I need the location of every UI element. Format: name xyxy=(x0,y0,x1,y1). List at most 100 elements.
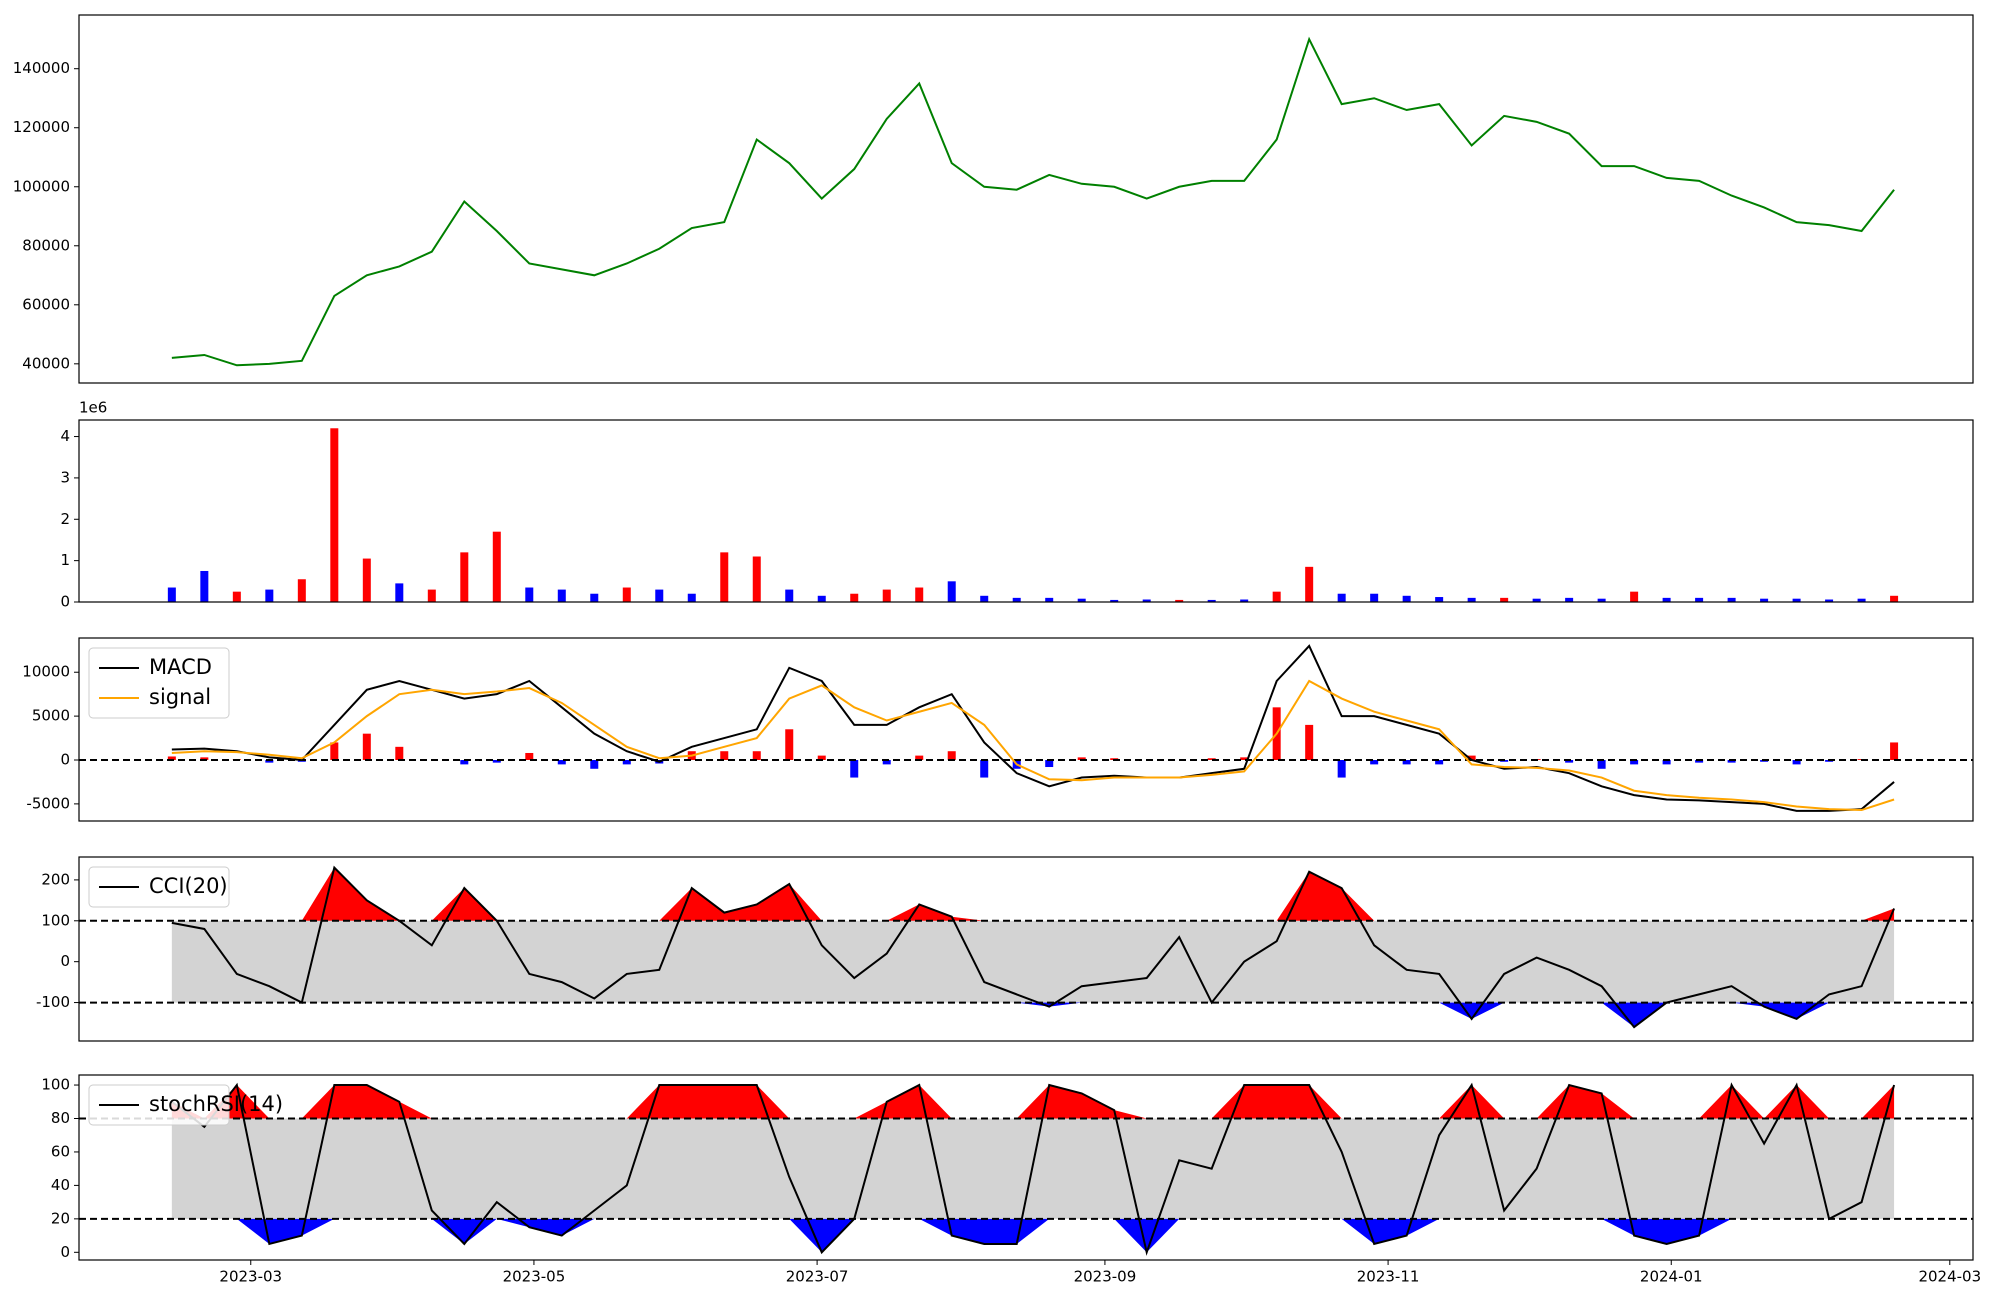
y-tick-label: 100000 xyxy=(13,177,70,195)
bar xyxy=(1435,597,1444,602)
histogram-bar xyxy=(817,755,826,760)
bar xyxy=(427,589,436,602)
y-tick-label: 0 xyxy=(60,593,70,611)
y-scale-label: 1e6 xyxy=(79,399,107,417)
above-fill xyxy=(171,1085,1895,1119)
bar xyxy=(622,587,631,602)
histogram-bar xyxy=(850,760,859,778)
bar xyxy=(167,587,176,602)
y-tick-label: 0 xyxy=(60,1243,70,1261)
histogram-bar xyxy=(200,757,209,760)
panel-frame xyxy=(78,419,1974,603)
bar xyxy=(1695,597,1704,602)
y-tick-label: 40 xyxy=(51,1176,70,1194)
histogram-bar xyxy=(622,760,631,765)
y-tick-label: 1 xyxy=(60,551,70,569)
bar xyxy=(200,570,209,602)
bar xyxy=(1402,595,1411,602)
bar xyxy=(980,595,989,602)
legend-label: stochRSI(14) xyxy=(149,1092,283,1116)
histogram-bar xyxy=(492,760,501,763)
histogram-bar xyxy=(1207,758,1216,760)
histogram-bar xyxy=(362,733,371,760)
panel-frame xyxy=(78,856,1974,1042)
histogram-bar xyxy=(460,760,469,765)
bar xyxy=(395,583,404,602)
bar xyxy=(1890,595,1899,602)
series-line xyxy=(171,1082,1896,1256)
bar xyxy=(590,593,599,602)
bar xyxy=(557,589,566,602)
bar xyxy=(1077,598,1086,602)
bar xyxy=(1110,599,1119,602)
bar xyxy=(915,587,924,602)
bar xyxy=(1825,599,1834,602)
y-tick-label: 60000 xyxy=(22,295,70,313)
y-tick-label: 2 xyxy=(60,510,70,528)
bar xyxy=(297,579,306,602)
y-tick-label: -5000 xyxy=(26,794,70,812)
bar xyxy=(460,552,469,602)
bar xyxy=(1305,566,1314,602)
histogram-bar xyxy=(557,760,566,765)
histogram-bar xyxy=(1045,760,1054,768)
bar xyxy=(1370,593,1379,602)
x-tick-label: 2023-11 xyxy=(1357,1268,1420,1286)
bar xyxy=(1500,597,1509,602)
bar xyxy=(1045,597,1054,602)
bar xyxy=(232,591,241,602)
bar xyxy=(1272,591,1281,602)
histogram-bar xyxy=(395,746,404,760)
bar xyxy=(817,595,826,602)
bar xyxy=(1240,599,1249,602)
bar xyxy=(362,558,371,602)
y-tick-label: 80000 xyxy=(22,236,70,254)
legend-label: signal xyxy=(149,685,211,709)
histogram-bar xyxy=(525,752,534,760)
x-tick-label: 2023-05 xyxy=(503,1268,566,1286)
bar xyxy=(1175,599,1184,602)
histogram-bar xyxy=(947,751,956,760)
bar xyxy=(1532,598,1541,602)
bar xyxy=(1337,593,1346,602)
bar xyxy=(720,552,729,602)
bar xyxy=(1012,597,1021,602)
panel: 40000 60000 80000 100000 120000 140000 xyxy=(13,14,1974,384)
legend-box xyxy=(88,866,230,908)
below-fill xyxy=(171,1218,1895,1253)
bar xyxy=(947,581,956,602)
histogram-bar xyxy=(720,751,729,760)
bar xyxy=(687,593,696,602)
bar xyxy=(492,531,501,602)
legend-box xyxy=(88,1084,230,1126)
histogram-bar xyxy=(1662,760,1671,765)
panel: 0 1 2 3 4 1e6 xyxy=(60,399,1974,611)
series-line xyxy=(171,679,1895,812)
bar xyxy=(1142,599,1151,602)
histogram-bar xyxy=(1727,760,1736,763)
bar xyxy=(265,589,274,602)
panel: -5000 0 5000 10000 MACD signal xyxy=(22,637,1974,822)
bar xyxy=(1207,599,1216,602)
legend-label: CCI(20) xyxy=(149,874,228,898)
histogram-bar xyxy=(330,742,339,760)
bar xyxy=(1597,598,1606,602)
histogram-bar xyxy=(1370,760,1379,765)
panel-frame xyxy=(78,14,1974,384)
neutral-band xyxy=(171,920,1895,1003)
below-fill xyxy=(171,1002,1895,1028)
histogram-bar xyxy=(1597,760,1606,769)
bar xyxy=(1857,598,1866,602)
series-line xyxy=(171,644,1895,812)
y-tick-label: 60 xyxy=(51,1142,70,1160)
y-tick-label: 80 xyxy=(51,1109,70,1127)
histogram-bar xyxy=(1435,760,1444,765)
y-tick-label: 200 xyxy=(41,870,70,888)
bar xyxy=(1662,597,1671,602)
x-tick-label: 2023-09 xyxy=(1074,1268,1137,1286)
histogram-bar xyxy=(915,755,924,760)
histogram-bar xyxy=(1337,760,1346,778)
histogram-bar xyxy=(590,760,599,769)
histogram-bar xyxy=(1077,757,1086,760)
